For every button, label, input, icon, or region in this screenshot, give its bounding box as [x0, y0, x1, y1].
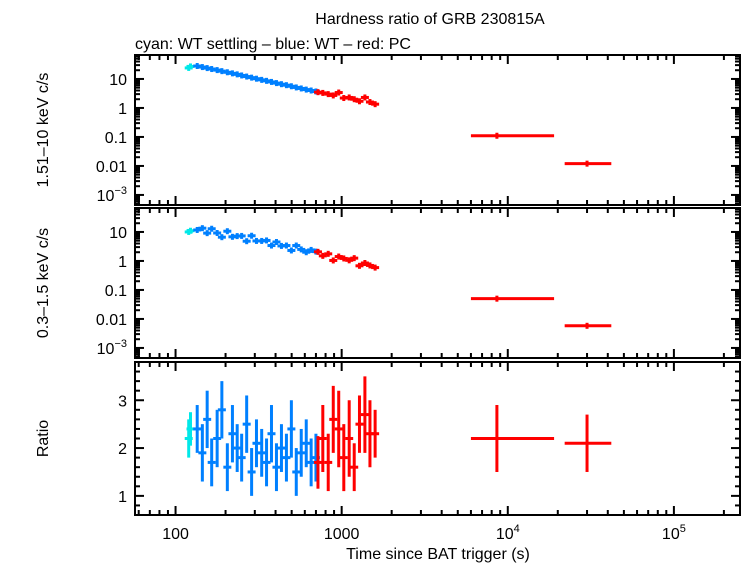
panel-ratio: Ratio	[35, 361, 741, 516]
x-axis-label: Time since BAT trigger (s)	[346, 546, 530, 563]
x-tick-label: 105	[662, 523, 686, 543]
panel-frame	[134, 207, 741, 359]
y-tick-label: 3	[118, 393, 127, 410]
y-axis-label-soft: 0.3–1.5 keV c/s	[35, 228, 52, 338]
y-tick-label: 0.01	[96, 312, 127, 329]
x-tick-label: 100	[162, 526, 189, 543]
y-tick-label: 0.01	[96, 159, 127, 176]
y-tick-label: 10−3	[97, 185, 127, 205]
y-tick-label: 2	[118, 441, 127, 458]
y-tick-label: 10	[109, 72, 127, 89]
panel-soft: 0.3–1.5 keV c/s	[35, 207, 741, 359]
chart-subtitle: cyan: WT settling – blue: WT – red: PC	[135, 36, 411, 53]
y-axis-label-hard: 1.51–10 keV c/s	[35, 73, 52, 188]
panel-hard: 1.51–10 keV c/s	[35, 54, 741, 206]
y-tick-label: 1	[118, 254, 127, 271]
y-tick-label: 0.1	[105, 283, 127, 300]
x-tick-label: 104	[496, 523, 520, 543]
panel-frame	[134, 54, 741, 206]
panel-frame	[134, 361, 741, 516]
y-tick-label: 10−3	[97, 338, 127, 358]
chart-title: Hardness ratio of GRB 230815A	[315, 11, 545, 28]
y-tick-label: 1	[118, 489, 127, 506]
x-tick-label: 1000	[324, 526, 360, 543]
y-tick-label: 1	[118, 101, 127, 118]
y-tick-label: 10	[109, 225, 127, 242]
y-tick-label: 0.1	[105, 130, 127, 147]
y-axis-label-ratio: Ratio	[35, 420, 52, 457]
